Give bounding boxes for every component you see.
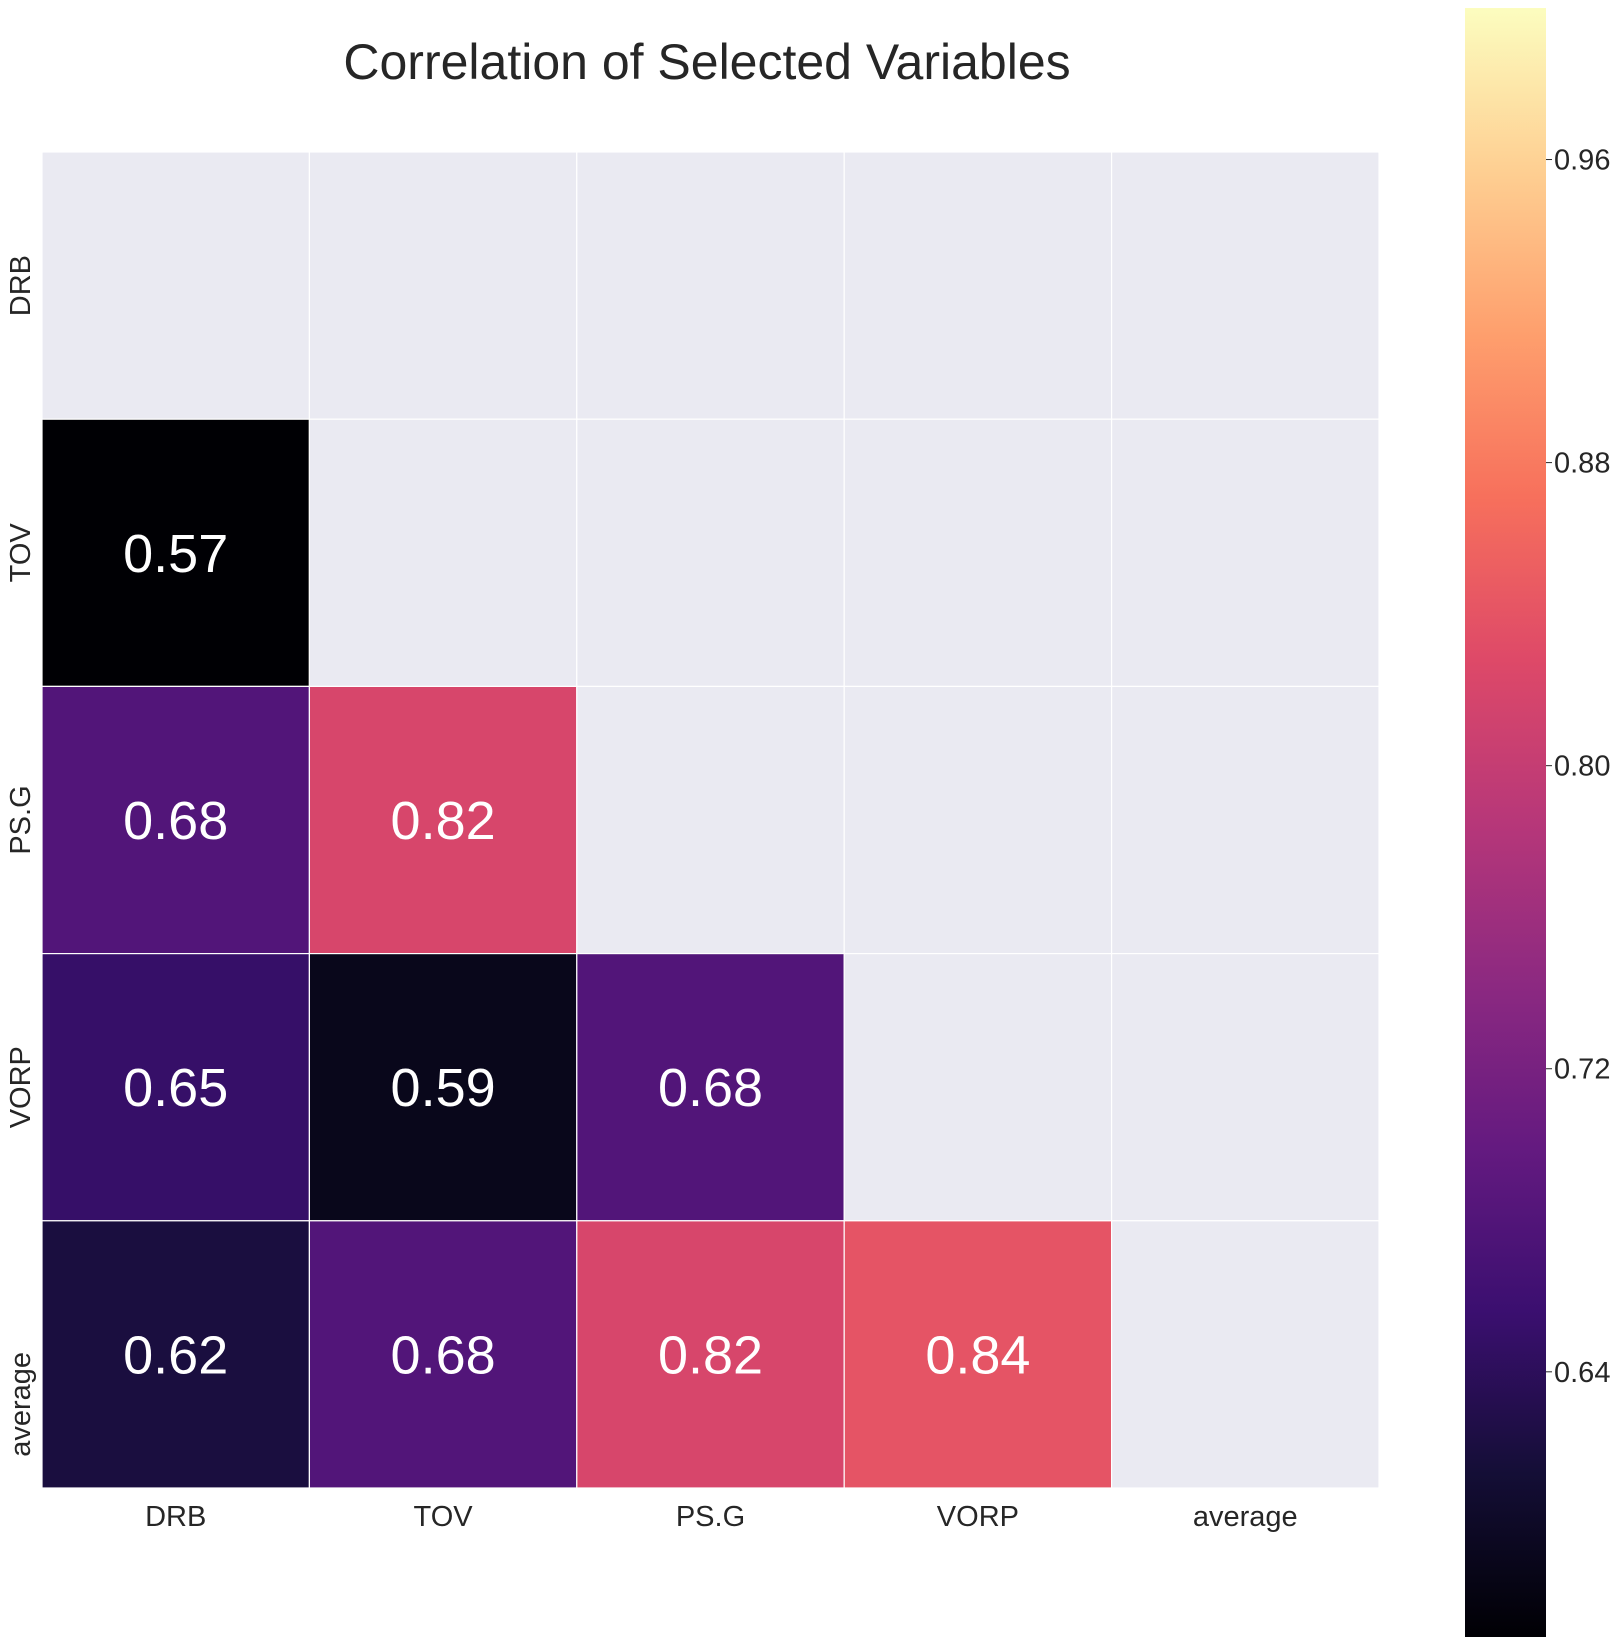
heatmap-cell bbox=[308, 1220, 578, 1489]
heatmap-cell bbox=[843, 1220, 1113, 1489]
cell-value-label: 0.68 bbox=[123, 791, 228, 851]
cell-value-label: 0.65 bbox=[123, 1058, 228, 1118]
cell-value-label: 0.62 bbox=[123, 1325, 228, 1385]
masked-cell bbox=[576, 418, 845, 688]
heatmap-cell bbox=[41, 1220, 310, 1489]
y-tick-label: DRB bbox=[5, 255, 37, 316]
masked-cell bbox=[1110, 685, 1380, 955]
colorbar-tick-label: 0.72 bbox=[1554, 1054, 1610, 1086]
cell-value-label: 0.68 bbox=[658, 1058, 763, 1118]
x-tick-label: PS.G bbox=[676, 1501, 745, 1533]
y-tick-label: VORP bbox=[5, 1046, 37, 1128]
colorbar-tick-label: 0.80 bbox=[1554, 751, 1610, 783]
masked-cell bbox=[576, 685, 845, 955]
heatmap-cell-labels: 0.57 0.68 0.82 0.65 0.59 0.68 0.62 0.68 0.82 0.84 bbox=[123, 524, 1030, 1386]
masked-cell bbox=[843, 418, 1113, 688]
masked-cell bbox=[41, 151, 310, 420]
heatmap-cell bbox=[576, 952, 845, 1222]
colorbar-tick-label: 0.88 bbox=[1554, 448, 1610, 480]
cell-value-label: 0.68 bbox=[391, 1325, 496, 1385]
masked-cell bbox=[308, 151, 578, 420]
heatmap-cell bbox=[41, 418, 310, 688]
heatmap-cell bbox=[308, 685, 578, 955]
chart-title: Correlation of Selected Variables bbox=[343, 34, 1070, 90]
x-tick-label: DRB bbox=[145, 1501, 206, 1533]
y-axis-tick-labels: DRB TOV PS.G VORP average bbox=[5, 255, 37, 1457]
masked-cell bbox=[843, 151, 1113, 420]
heatmap-cells bbox=[41, 151, 1380, 1489]
cell-value-label: 0.84 bbox=[925, 1325, 1030, 1385]
cell-value-label: 0.82 bbox=[391, 791, 496, 851]
y-tick-label: average bbox=[5, 1352, 37, 1457]
masked-cell bbox=[843, 685, 1113, 955]
heatmap-cell bbox=[576, 1220, 845, 1489]
colorbar bbox=[1465, 8, 1546, 1637]
masked-cell bbox=[308, 418, 578, 688]
colorbar-tick-labels: 0.64 0.72 0.80 0.88 0.96 bbox=[1546, 145, 1610, 1389]
masked-cell bbox=[843, 952, 1113, 1222]
masked-cell bbox=[1110, 952, 1380, 1222]
masked-cell bbox=[576, 151, 845, 420]
y-tick-label: PS.G bbox=[5, 785, 37, 854]
masked-cell bbox=[1110, 418, 1380, 688]
x-tick-label: average bbox=[1193, 1501, 1298, 1533]
heatmap-cell bbox=[41, 952, 310, 1222]
x-tick-label: TOV bbox=[414, 1501, 474, 1533]
masked-cell bbox=[1110, 1220, 1380, 1489]
x-tick-label: VORP bbox=[937, 1501, 1019, 1533]
heatmap-cell bbox=[308, 952, 578, 1222]
masked-cell bbox=[1110, 151, 1380, 420]
x-axis-tick-labels: DRB TOV PS.G VORP average bbox=[145, 1501, 1298, 1533]
y-tick-label: TOV bbox=[5, 523, 37, 583]
cell-value-label: 0.59 bbox=[391, 1058, 496, 1118]
colorbar-tick-label: 0.64 bbox=[1554, 1357, 1610, 1389]
cell-value-label: 0.57 bbox=[123, 524, 228, 584]
cell-value-label: 0.82 bbox=[658, 1325, 763, 1385]
heatmap-cell bbox=[41, 685, 310, 955]
colorbar-tick-label: 0.96 bbox=[1554, 145, 1610, 177]
